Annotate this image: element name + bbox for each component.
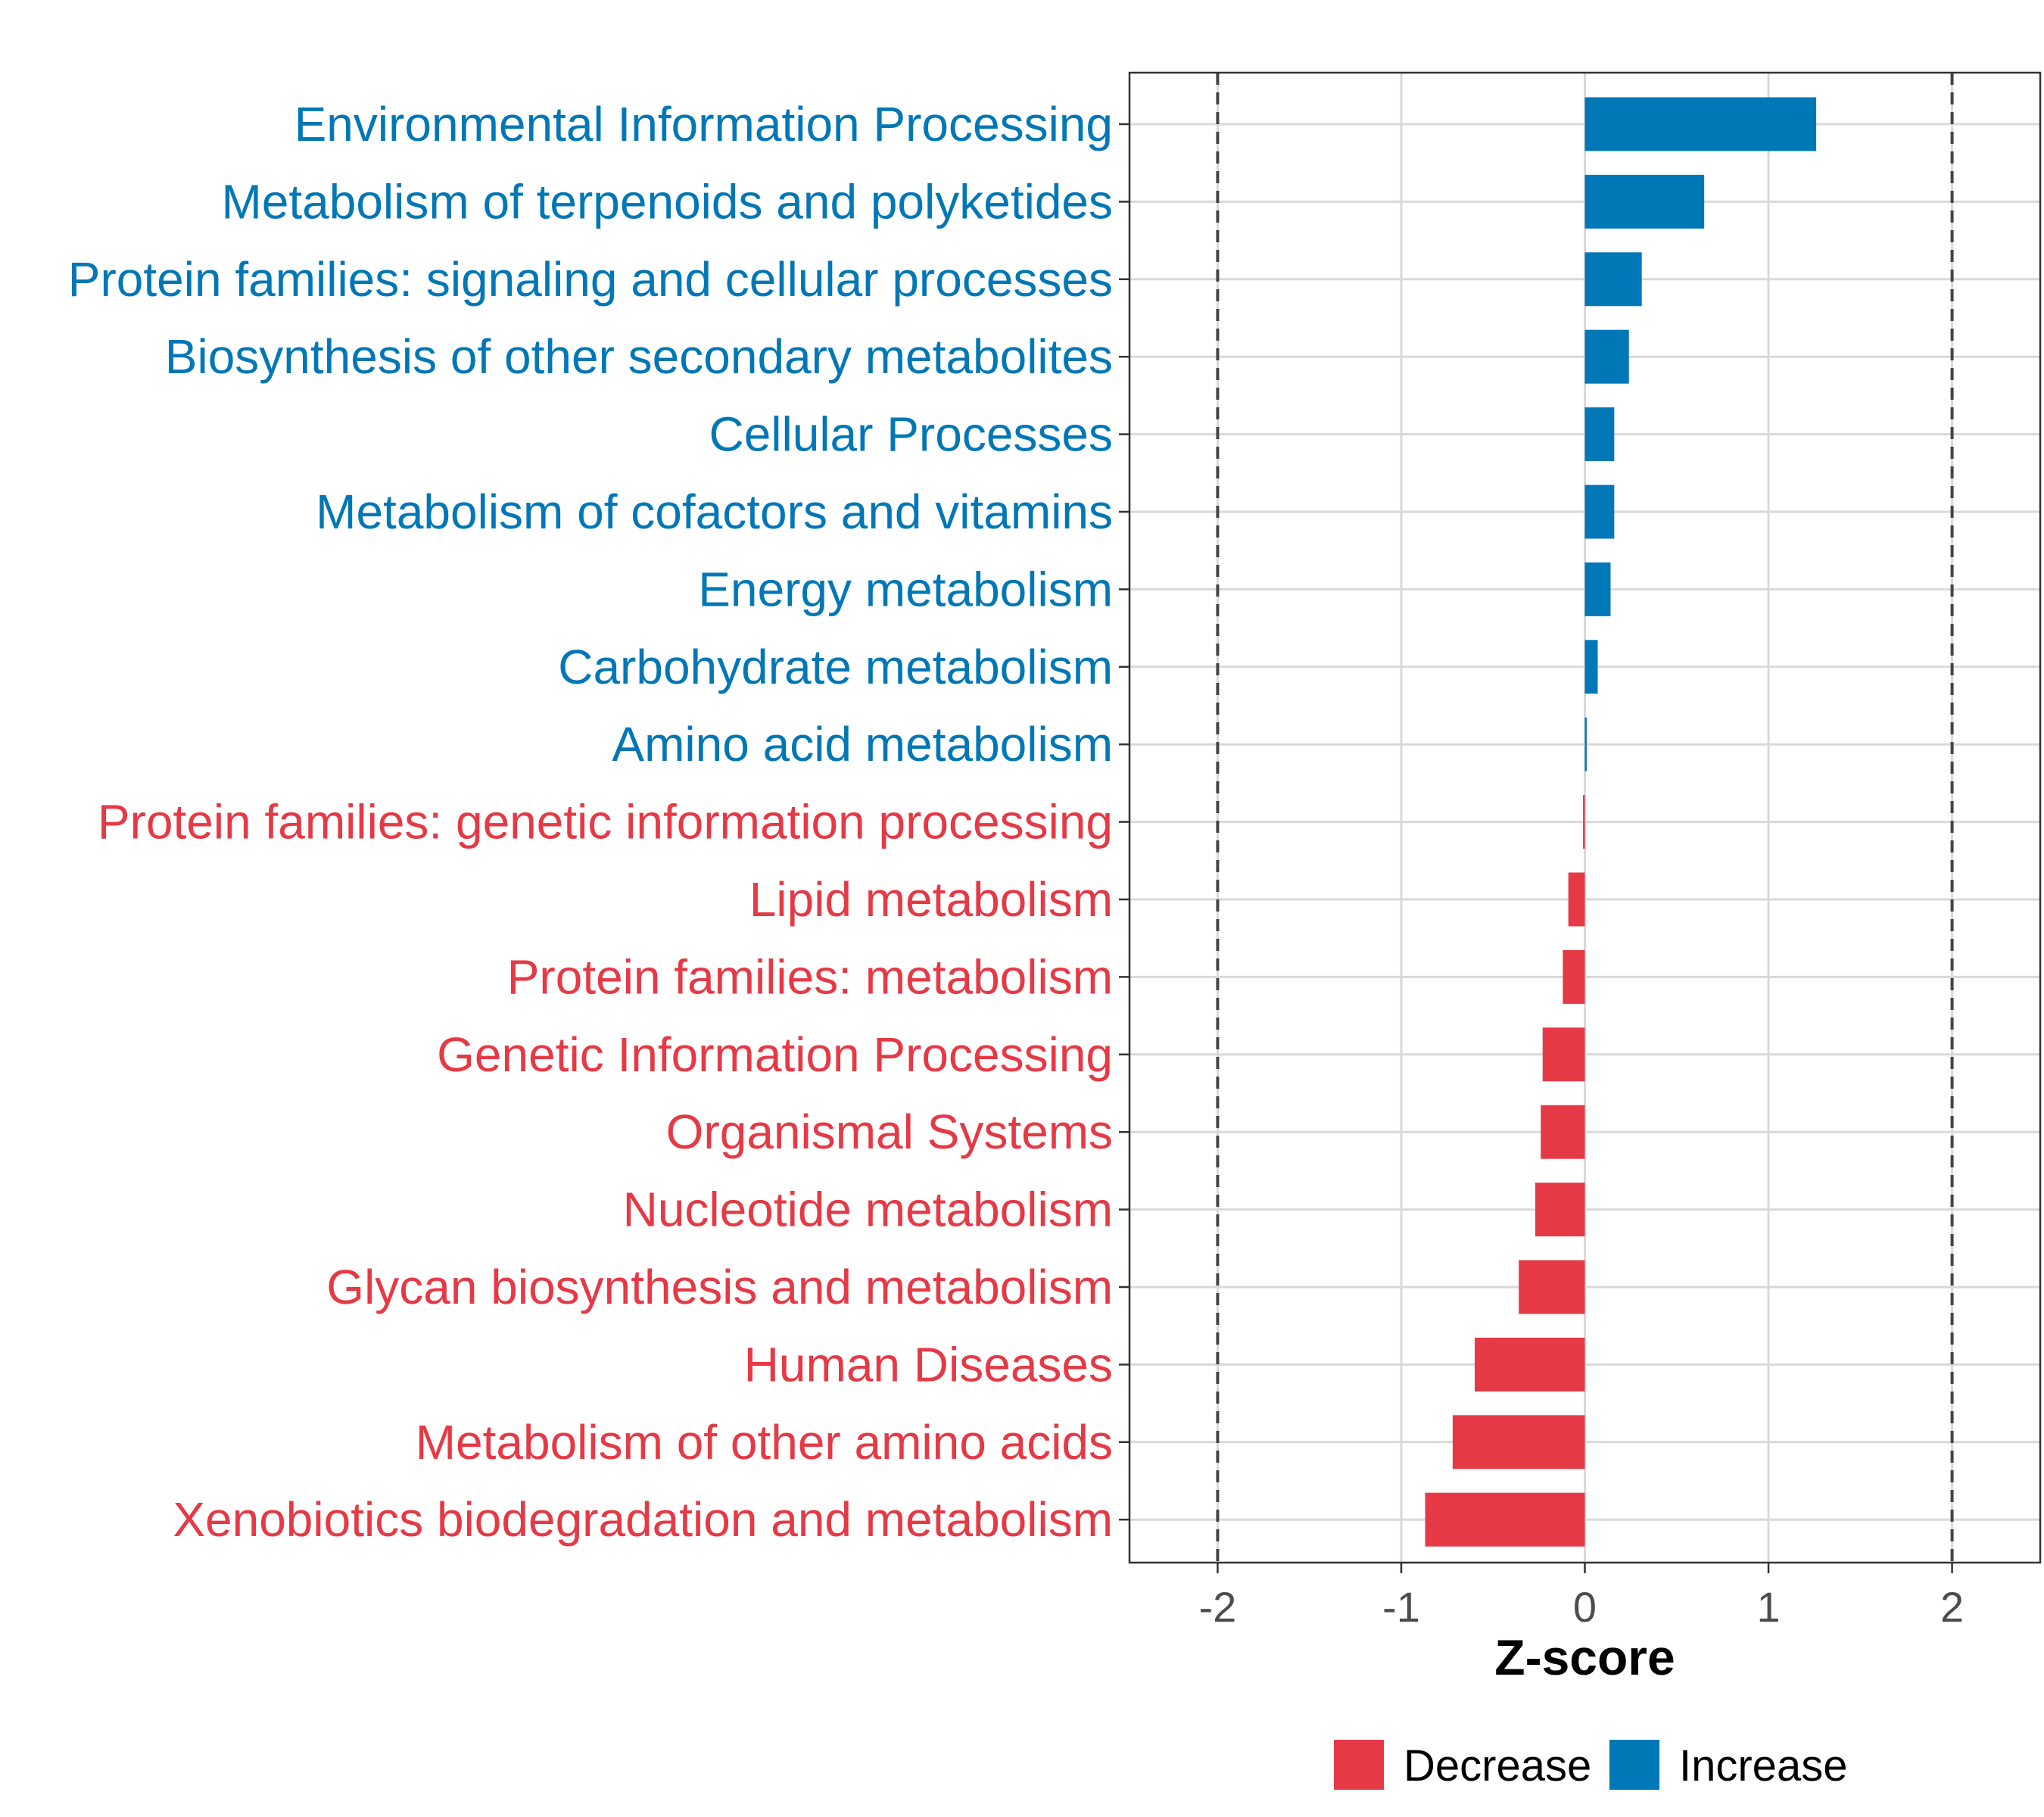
legend-label-increase: Increase [1679,1741,1847,1791]
category-label: Protein families: metabolism [507,949,1113,1004]
category-label: Energy metabolism [698,562,1113,616]
bar-increase [1584,717,1587,771]
bar-increase [1584,562,1611,616]
x-axis-title: Z-score [1494,1629,1675,1685]
category-label: Metabolism of cofactors and vitamins [316,485,1113,539]
category-label: Environmental Information Processing [294,97,1113,151]
category-label: Metabolism of terpenoids and polyketides [221,174,1113,229]
legend: Decrease Increase [1334,1740,1847,1791]
x-tick-label: -1 [1382,1583,1420,1631]
bar-increase [1584,329,1629,384]
category-label: Metabolism of other amino acids [416,1415,1113,1469]
bar-increase [1584,407,1615,462]
bar-decrease [1425,1492,1585,1547]
bar-decrease [1542,1027,1585,1082]
bar-decrease [1519,1260,1585,1314]
category-label: Organismal Systems [666,1105,1113,1159]
category-label: Glycan biosynthesis and metabolism [326,1260,1113,1314]
category-label: Genetic Information Processing [437,1027,1113,1082]
bar-decrease [1541,1105,1585,1159]
category-labels: Environmental Information Processing Meta… [68,97,1113,1547]
x-tick-label: 1 [1756,1583,1780,1631]
x-tick-label: -2 [1199,1583,1237,1631]
bar-decrease [1568,872,1585,927]
x-tick-label: 0 [1573,1583,1597,1631]
bar-decrease [1583,795,1585,849]
category-label: Lipid metabolism [749,872,1113,927]
bars-layer [1425,97,1817,1547]
axis-ticks: -2 -1 0 1 2 [1119,123,1964,1631]
bar-increase [1584,174,1705,229]
legend-key-decrease [1334,1740,1384,1790]
bar-decrease [1563,949,1585,1004]
bar-decrease [1452,1415,1585,1469]
category-label: Human Diseases [744,1337,1113,1392]
category-label: Protein families: signaling and cellular… [68,252,1113,307]
threshold-lines [1216,73,1954,1563]
bar-decrease [1535,1183,1585,1237]
legend-key-increase [1609,1740,1659,1790]
category-label: Nucleotide metabolism [623,1183,1113,1237]
category-label: Biosynthesis of other secondary metaboli… [165,329,1113,384]
category-label: Carbohydrate metabolism [558,640,1113,694]
category-label: Amino acid metabolism [612,717,1113,771]
bar-increase [1584,97,1817,151]
bar-increase [1584,252,1642,307]
x-tick-label: 2 [1940,1583,1964,1631]
category-label: Protein families: genetic information pr… [98,795,1113,849]
bar-increase [1584,640,1598,694]
category-label: Cellular Processes [709,407,1113,462]
category-label: Xenobiotics biodegradation and metabolis… [173,1492,1113,1547]
bar-increase [1584,485,1615,539]
bar-decrease [1474,1337,1585,1392]
legend-label-decrease: Decrease [1404,1741,1591,1791]
